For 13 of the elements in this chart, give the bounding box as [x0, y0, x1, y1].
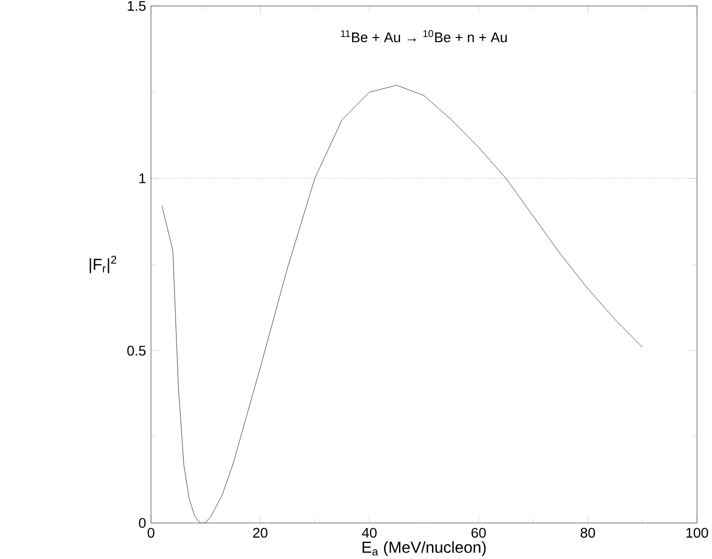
x-tick-label: 80 — [580, 528, 596, 538]
y-tick-label: 0.5 — [127, 346, 146, 356]
x-tick-label: 0 — [148, 528, 154, 538]
y-tick-label: 1.5 — [128, 1, 146, 11]
y-tick-label: 0 — [138, 518, 146, 528]
text: $^{11}$Be + Au → $^{10}$Be + n + Au — [341, 30, 507, 42]
x-tick-label: 20 — [253, 528, 268, 538]
x-tick-label: 100 — [686, 528, 708, 538]
y-axis-title: |F$_{r}$|$^{2}$ — [90, 256, 116, 274]
x-tick-label: 60 — [472, 528, 486, 538]
y-tick-label: 1 — [139, 174, 146, 184]
x-axis-title: E$_{a}$ (MeV/nucleon) — [362, 541, 486, 556]
x-tick-label: 40 — [362, 528, 377, 538]
